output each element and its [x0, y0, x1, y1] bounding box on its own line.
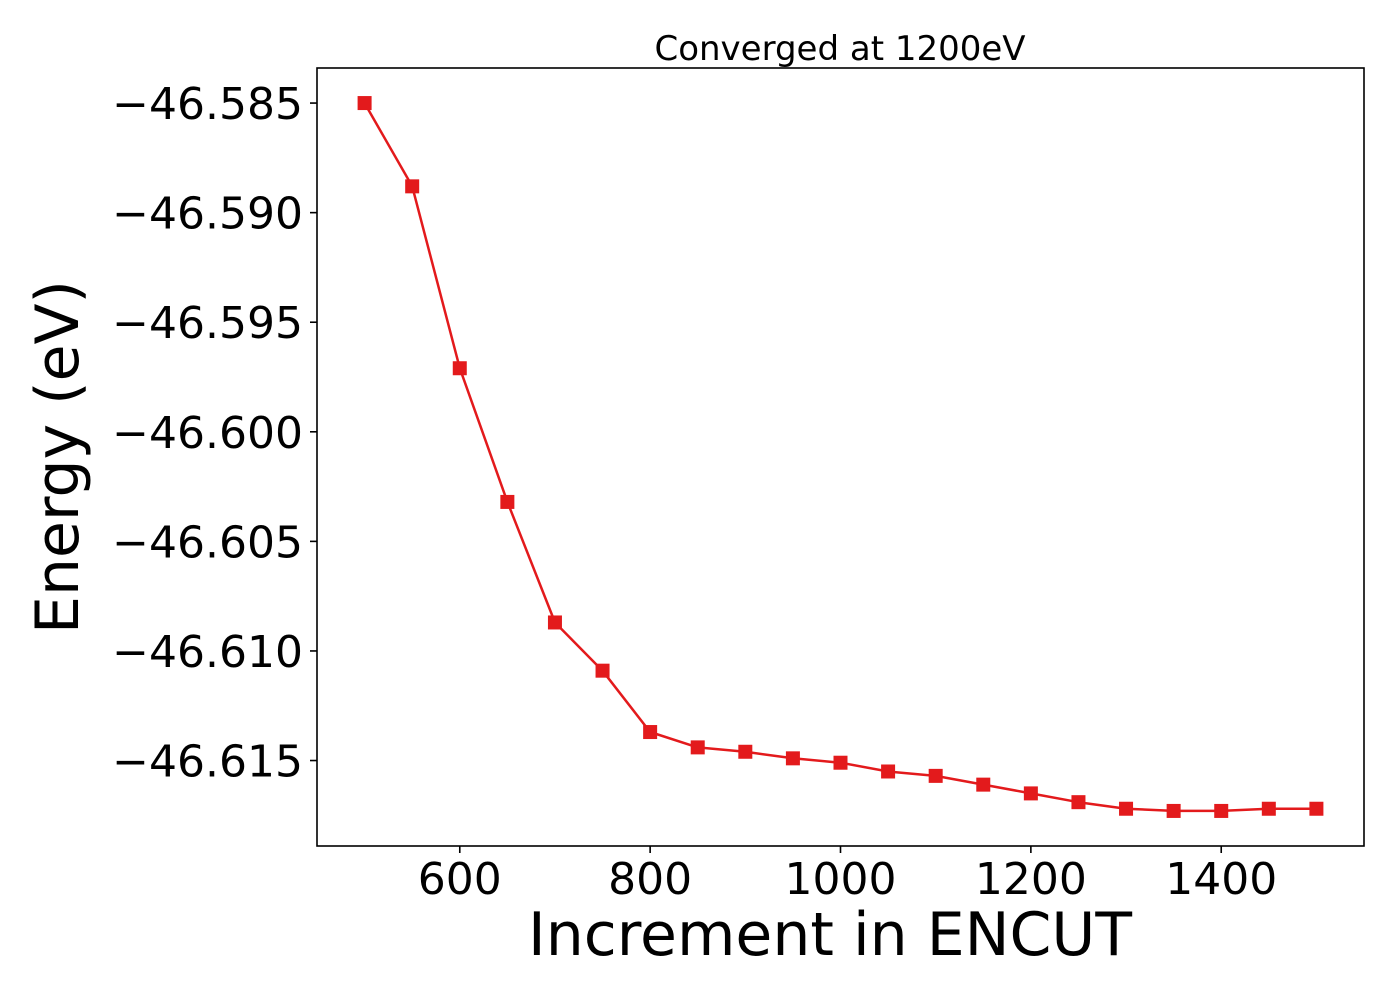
data-point [595, 663, 610, 678]
plot-area-frame [316, 67, 1365, 847]
series-layer [357, 96, 1324, 818]
data-point [1119, 801, 1134, 816]
y-tick-label: −46.585 [112, 79, 303, 130]
x-axis: 600 800 1000 1200 1400 [418, 846, 1277, 905]
y-tick-label: −46.590 [112, 189, 303, 240]
y-tick-label: −46.615 [112, 737, 303, 788]
y-tick-label: −46.600 [112, 408, 303, 459]
data-point [500, 494, 515, 509]
data-point [881, 764, 896, 779]
chart-title: Converged at 1200eV [654, 29, 1025, 69]
data-point [405, 179, 420, 194]
data-point [547, 615, 562, 630]
data-point [1166, 803, 1181, 818]
data-point [1023, 786, 1038, 801]
data-point [1214, 803, 1229, 818]
x-tick-label: 1200 [975, 854, 1087, 905]
data-point [1309, 801, 1324, 816]
data-point [643, 725, 658, 740]
x-tick-label: 600 [418, 854, 502, 905]
x-tick-label: 800 [608, 854, 692, 905]
y-axis-label: Energy (eV) [23, 280, 93, 634]
data-point [690, 740, 705, 755]
y-tick-label: −46.605 [112, 517, 303, 568]
data-point [928, 768, 943, 783]
series-line [363, 102, 1317, 813]
data-point [976, 777, 991, 792]
data-point [1261, 801, 1276, 816]
y-axis: −46.585 −46.590 −46.595 −46.600 −46.605 −46.6… [112, 79, 317, 788]
data-point [357, 96, 372, 111]
data-point [452, 361, 467, 376]
x-axis-label: Increment in ENCUT [528, 900, 1132, 970]
x-tick-label: 1400 [1165, 854, 1277, 905]
x-tick-label: 1000 [785, 854, 897, 905]
data-point [738, 744, 753, 759]
data-point [833, 755, 848, 770]
y-tick-label: −46.610 [112, 627, 303, 678]
y-tick-label: −46.595 [112, 298, 303, 349]
data-point [785, 751, 800, 766]
data-point [1071, 795, 1086, 810]
